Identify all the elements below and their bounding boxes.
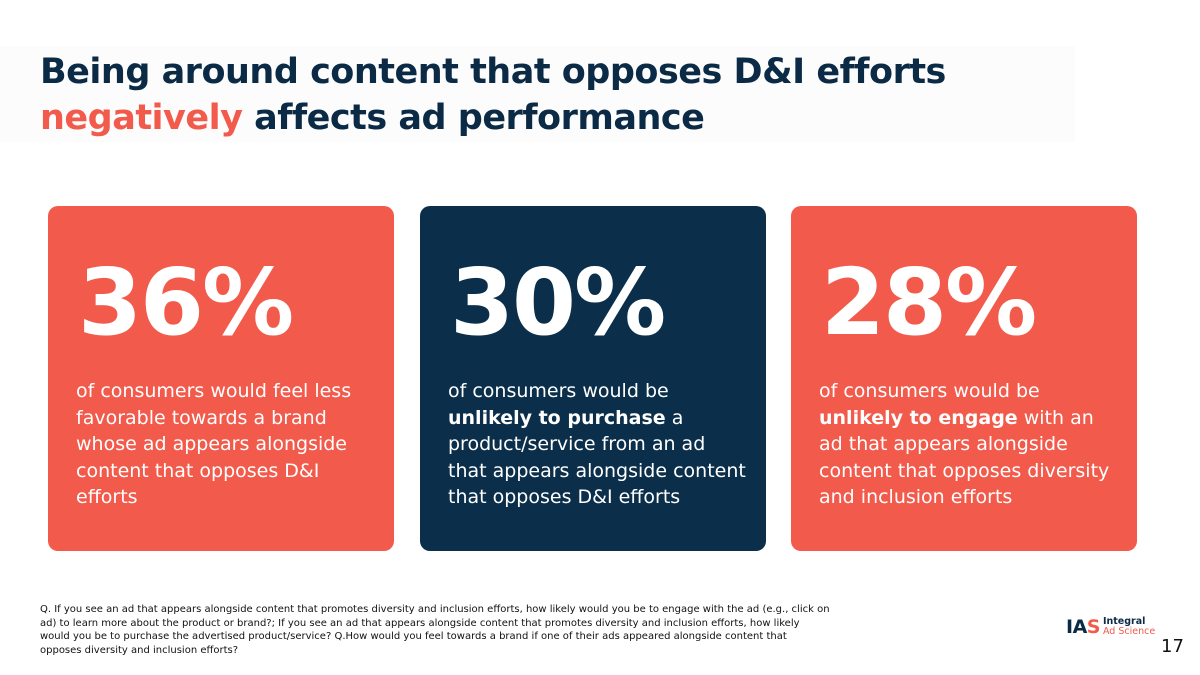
stat-description: of consumers would feel less favorable t… [76, 378, 376, 511]
page-title: Being around content that opposes D&I ef… [40, 49, 946, 141]
logo-mark: IAS [1066, 616, 1100, 638]
logo-wordmark-line-2: Ad Science [1102, 626, 1156, 637]
stat-card-purchase: 30% of consumers would be unlikely to pu… [420, 206, 766, 551]
title-line-1: Being around content that opposes D&I ef… [40, 52, 946, 92]
stat-description: of consumers would be unlikely to purcha… [448, 378, 748, 511]
stat-description-text: of consumers would be [448, 380, 669, 402]
ias-logo: IAS Integral Ad Science [1066, 614, 1155, 640]
logo-mark-main: IA [1066, 616, 1087, 638]
stat-value: 28% [821, 249, 1037, 356]
stat-card-engagement: 28% of consumers would be unlikely to en… [791, 206, 1137, 551]
logo-wordmark-line-1: Integral [1102, 616, 1146, 627]
stat-description-text: with an ad that appears alongside conten… [819, 406, 1110, 509]
page-number: 17 [1161, 636, 1184, 657]
title-line-2: affects ad performance [242, 98, 705, 138]
title-background [0, 46, 1075, 142]
stat-value: 36% [78, 249, 294, 356]
stat-description-emphasis: unlikely to purchase [448, 406, 666, 429]
survey-question-footnote: Q. If you see an ad that appears alongsi… [40, 604, 830, 656]
stat-card-favorability: 36% of consumers would feel less favorab… [48, 206, 394, 551]
logo-wordmark: Integral Ad Science [1103, 617, 1155, 637]
stat-description-text: a product/service from an ad that appear… [448, 406, 746, 509]
stat-value: 30% [450, 249, 666, 356]
stat-description-emphasis: unlikely to engage [819, 406, 1018, 429]
title-accent-word: negatively [40, 98, 243, 138]
stat-description-text: of consumers would be [819, 380, 1040, 402]
logo-mark-accent: S [1086, 616, 1101, 638]
stat-description-text: of consumers would feel less favorable t… [76, 380, 352, 508]
stat-description: of consumers would be unlikely to engage… [819, 378, 1119, 511]
